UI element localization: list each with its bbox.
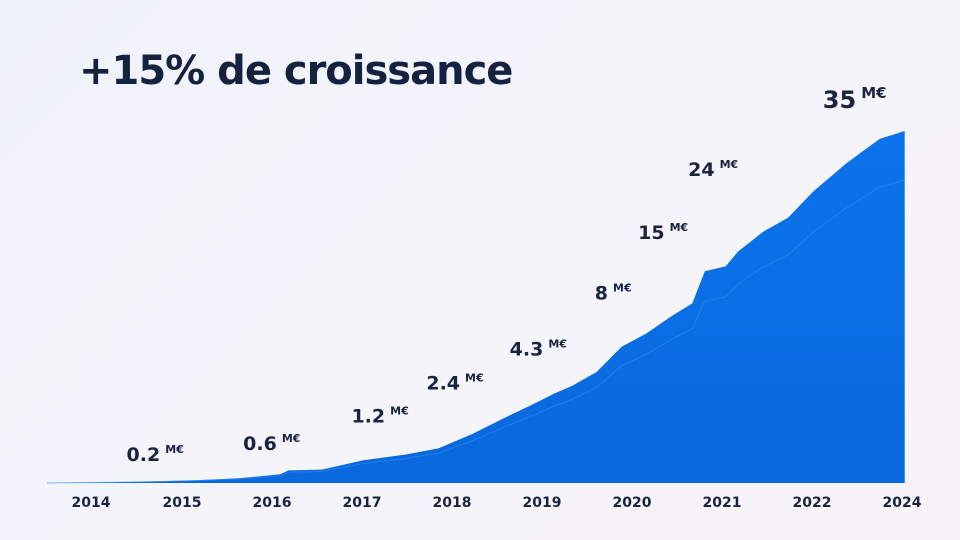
x-tick-label: 2018	[433, 495, 472, 511]
x-tick-label: 2020	[613, 495, 652, 511]
data-label: 35 M€	[823, 84, 887, 114]
data-label-value: 0.2	[127, 444, 161, 466]
data-label-unit: M€	[165, 443, 184, 456]
data-label: 15 M€	[638, 221, 688, 244]
data-label-unit: M€	[548, 337, 567, 350]
data-label: 0.6 M€	[243, 432, 300, 455]
revenue-area	[47, 131, 905, 483]
revenue-inner-line	[46, 179, 905, 484]
data-label: 24 M€	[688, 158, 738, 181]
data-label-unit: M€	[613, 282, 632, 295]
data-label-unit: M€	[670, 221, 689, 234]
data-label-value: 0.6	[243, 433, 277, 455]
data-label-value: 1.2	[351, 405, 385, 427]
data-label-unit: M€	[465, 371, 484, 384]
x-tick-label: 2024	[883, 495, 922, 511]
x-tick-label: 2014	[72, 495, 111, 511]
x-tick-label: 2019	[523, 495, 562, 511]
data-label: 4.3 M€	[510, 337, 567, 360]
data-label-value: 8	[595, 283, 608, 305]
data-label-value: 15	[638, 222, 664, 244]
data-label-value: 2.4	[426, 372, 460, 394]
data-label-value: 35	[823, 86, 856, 114]
data-label-value: 24	[688, 159, 714, 181]
x-tick-label: 2015	[163, 495, 202, 511]
chart-title: +15% de croissance	[79, 48, 513, 94]
data-label: 2.4 M€	[426, 371, 483, 394]
data-label: 1.2 M€	[351, 404, 408, 427]
data-label-value: 4.3	[510, 338, 544, 360]
data-label: 0.2 M€	[127, 443, 184, 466]
x-tick-label: 2022	[793, 495, 832, 511]
data-label-unit: M€	[720, 158, 739, 171]
x-tick-label: 2016	[253, 495, 292, 511]
x-tick-label: 2017	[343, 495, 382, 511]
data-label-unit: M€	[282, 432, 301, 445]
x-tick-label: 2021	[703, 495, 742, 511]
data-label-unit: M€	[390, 404, 409, 417]
data-label: 8 M€	[595, 282, 632, 305]
data-label-unit: M€	[861, 84, 886, 102]
